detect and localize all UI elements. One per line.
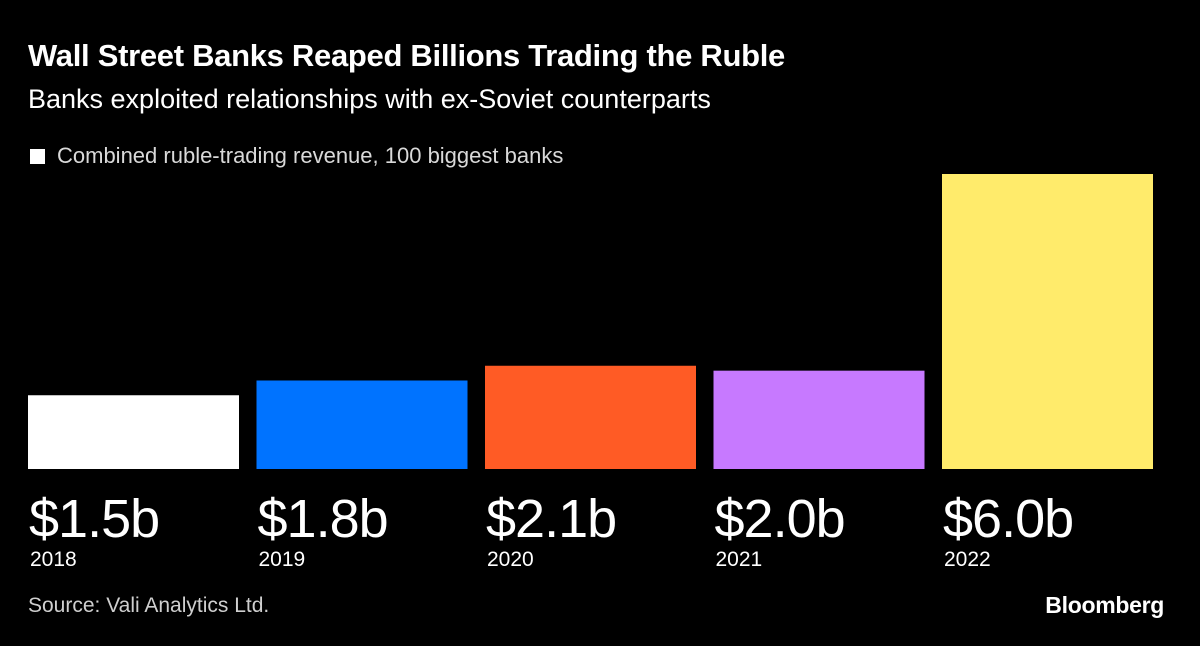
x-tick-label-2021: 2021 xyxy=(716,548,763,571)
chart-legend: Combined ruble-trading revenue, 100 bigg… xyxy=(30,143,563,169)
chart-subtitle: Banks exploited relationships with ex-So… xyxy=(28,84,711,114)
bar-2018 xyxy=(28,395,239,469)
x-tick-label-2020: 2020 xyxy=(487,548,534,571)
value-label-2022: $6.0b xyxy=(943,489,1073,549)
x-tick-label-2019: 2019 xyxy=(259,548,306,571)
x-tick-label-2022: 2022 xyxy=(944,548,991,571)
legend-label: Combined ruble-trading revenue, 100 bigg… xyxy=(57,143,564,168)
bar-2019 xyxy=(256,380,468,469)
bar-2021 xyxy=(713,370,925,469)
value-label-2020: $2.1b xyxy=(486,489,616,549)
bar-2020 xyxy=(485,365,696,469)
value-label-2021: $2.0b xyxy=(715,489,845,549)
value-label-2018: $1.5b xyxy=(29,489,159,549)
source-note: Source: Vali Analytics Ltd. xyxy=(28,594,270,617)
x-tick-label-2018: 2018 xyxy=(30,548,77,571)
value-label-2019: $1.8b xyxy=(258,489,388,549)
bloomberg-logo: Bloomberg xyxy=(1045,592,1164,618)
legend-swatch xyxy=(30,148,45,164)
bar-2022 xyxy=(942,174,1153,469)
chart-title: Wall Street Banks Reaped Billions Tradin… xyxy=(28,38,785,73)
